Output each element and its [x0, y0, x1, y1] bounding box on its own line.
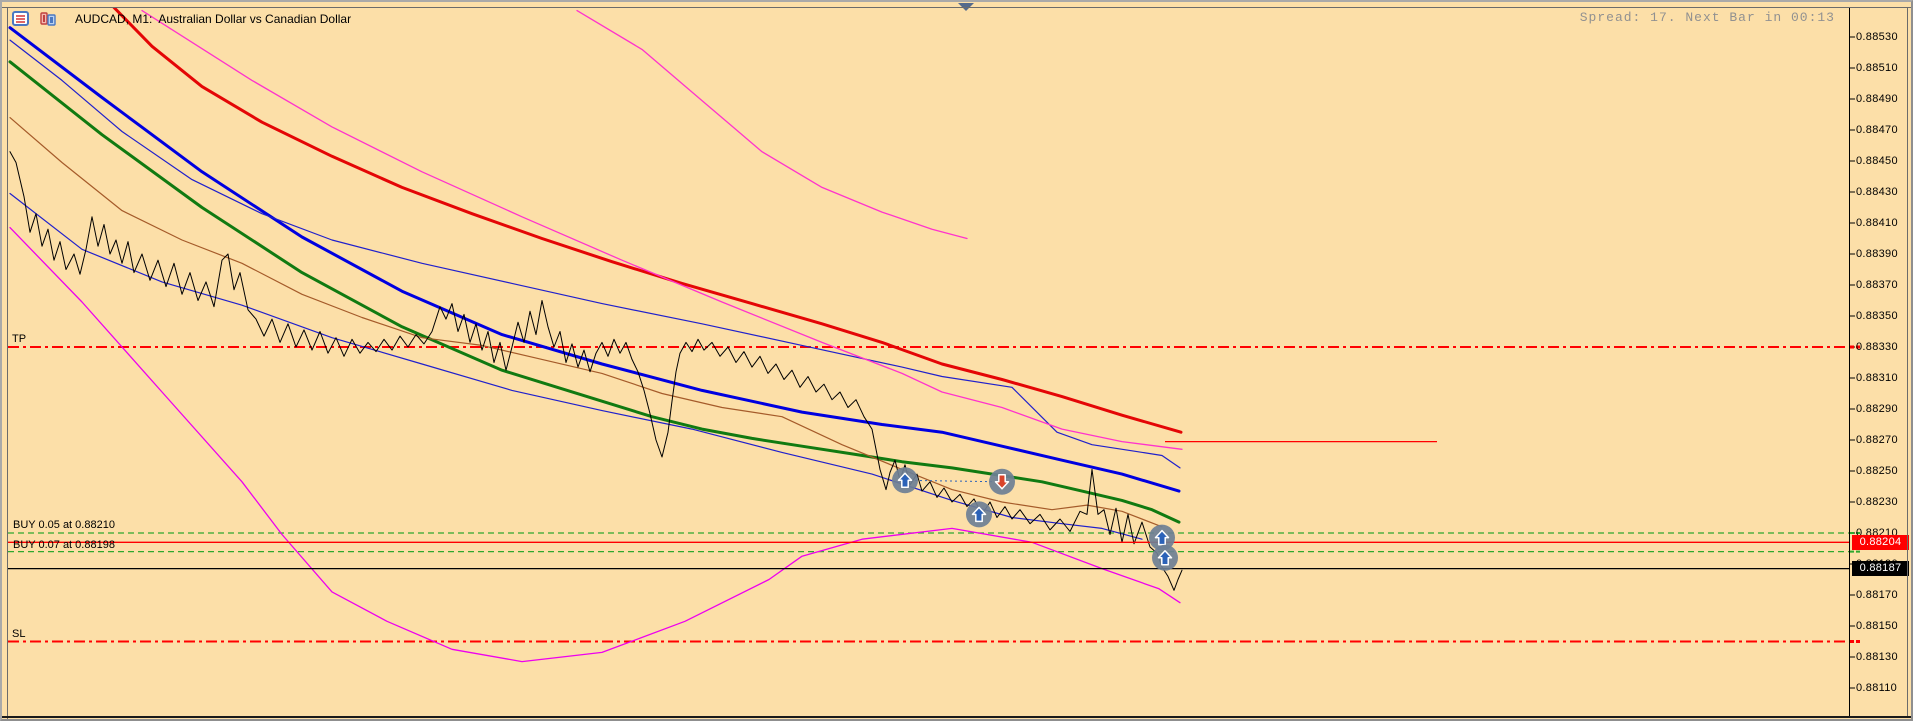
axis-tick-label: 0.88130 [1856, 651, 1898, 663]
chart-title: AUDCAD, M1: Australian Dollar vs Canadia… [75, 12, 352, 26]
axis-tick-label: 0.88370 [1856, 279, 1898, 291]
trade-marker-up-icon [966, 501, 992, 528]
magenta-upper [141, 9, 1183, 450]
axis-tick-label: 0.88470 [1856, 124, 1898, 136]
window-left-edge [7, 7, 8, 719]
spread-status-text: Spread: 17. Next Bar in 00:13 [1579, 10, 1835, 25]
magenta-steep [576, 9, 968, 240]
stop-loss-label[interactable]: SL [12, 628, 26, 640]
ma-red [112, 8, 1183, 434]
axis-tick-label: 0.88430 [1856, 186, 1898, 198]
axis-tick-label: 0.88170 [1856, 589, 1898, 601]
axis-tick-label: 0.88150 [1856, 620, 1898, 632]
axis-tick-label: 0.88230 [1856, 496, 1898, 508]
bid-price-badge: 0.88187 [1852, 561, 1909, 576]
orders-list-icon[interactable] [12, 11, 30, 27]
axis-tick-label: 0.88390 [1856, 248, 1898, 260]
buy-order-2-label: BUY 0.07 at 0.88198 [13, 539, 115, 551]
trade-marker-down-icon [989, 468, 1015, 495]
buy-order-1-label: BUY 0.05 at 0.88210 [13, 519, 115, 531]
chart-titlebar: AUDCAD, M1: Australian Dollar vs Canadia… [12, 11, 351, 27]
trade-marker-up-icon [1149, 524, 1175, 551]
axis-tick-label: 0.88350 [1856, 310, 1898, 322]
axis-tick-label: 0.88450 [1856, 155, 1898, 167]
axis-tick-label: 0.88330 [1856, 341, 1898, 353]
axis-tick-label: 0.88510 [1856, 62, 1898, 74]
window-top-edge [2, 7, 1911, 8]
trade-connector-line [904, 479, 1003, 483]
axis-tick-label: 0.88250 [1856, 465, 1898, 477]
ma-green [8, 60, 1181, 524]
window-bottom-edge [2, 716, 1911, 718]
axis-tick-label: 0.88110 [1856, 682, 1898, 694]
window-right-edge [1907, 7, 1908, 716]
ma-blue [8, 26, 1181, 493]
axis-tick-label: 0.88270 [1856, 434, 1898, 446]
ask-price-badge: 0.88204 [1852, 535, 1909, 550]
chart-type-icon[interactable] [39, 11, 57, 27]
axis-tick-label: 0.88310 [1856, 372, 1898, 384]
band-blue-upper [9, 39, 1181, 469]
axis-tick-label: 0.88410 [1856, 217, 1898, 229]
ma-brown [9, 116, 1163, 528]
band-blue-lower [9, 192, 1143, 540]
take-profit-label[interactable]: TP [12, 333, 27, 345]
axis-tick-label: 0.88530 [1856, 31, 1898, 43]
trade-marker-up-icon [1152, 544, 1178, 571]
axis-tick-label: 0.88490 [1856, 93, 1898, 105]
trade-marker-up-icon [892, 467, 918, 494]
axis-tick-label: 0.88290 [1856, 403, 1898, 415]
